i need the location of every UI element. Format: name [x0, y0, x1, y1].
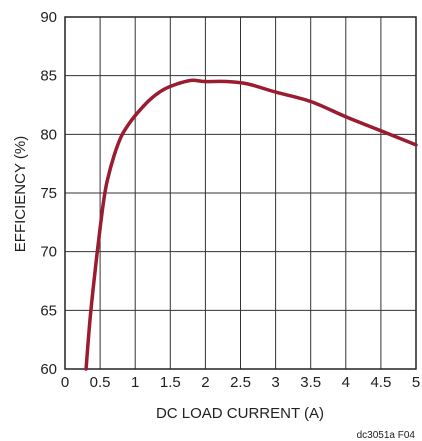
x-tick-label: 0	[61, 374, 69, 391]
y-axis-ticks: 60 65 70 75 80 85 90	[40, 9, 57, 378]
x-axis-label: DC LOAD CURRENT (A)	[156, 405, 324, 422]
efficiency-curve	[84, 78, 418, 371]
x-axis-ticks: 0 0.5 1 1.5 2 2.5 3 3.5 4 4.5 5	[61, 374, 420, 391]
y-tick-label: 65	[40, 302, 57, 319]
y-tick-label: 80	[40, 126, 57, 143]
y-tick-label: 85	[40, 68, 57, 85]
x-tick-label: 3.5	[300, 374, 321, 391]
x-tick-label: 2.5	[230, 374, 251, 391]
figure-id-note: dc3051a F04	[357, 430, 416, 441]
y-tick-label: 75	[40, 185, 57, 202]
y-tick-label: 60	[40, 361, 57, 378]
plot-frame	[64, 16, 417, 370]
y-tick-label: 90	[40, 9, 57, 26]
x-tick-label: 2	[201, 374, 209, 391]
grid	[65, 17, 416, 369]
x-tick-label: 5	[412, 374, 420, 391]
x-tick-label: 4	[342, 374, 350, 391]
y-tick-label: 70	[40, 244, 57, 261]
x-tick-label: 1	[131, 374, 139, 391]
y-axis-label: EFFICIENCY (%)	[12, 136, 29, 252]
x-tick-label: 3	[271, 374, 279, 391]
x-tick-label: 4.5	[370, 374, 391, 391]
x-tick-label: 1.5	[160, 374, 181, 391]
x-tick-label: 0.5	[90, 374, 111, 391]
